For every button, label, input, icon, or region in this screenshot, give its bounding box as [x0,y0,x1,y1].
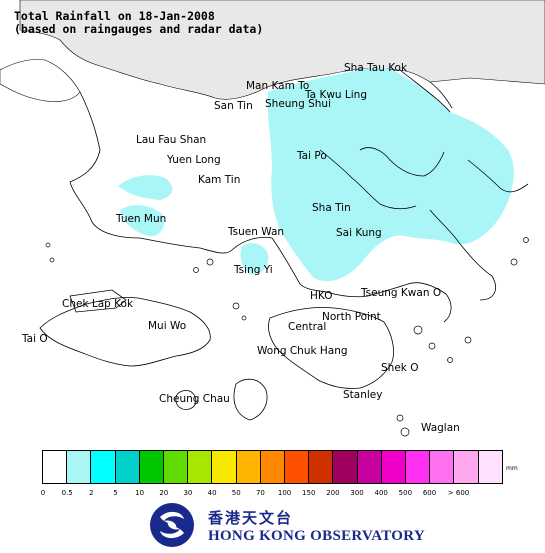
legend-color-bar [42,450,503,484]
legend-tick-label: 200 [326,489,340,497]
place-waglan: Waglan [421,422,460,434]
legend-tick-label: 500 [398,489,413,497]
legend-swatch [188,451,213,483]
place-mui-wo: Mui Wo [148,320,187,332]
lantau-island [39,297,211,367]
rain-area-west [118,175,173,200]
place-yuen-long: Yuen Long [167,154,221,166]
place-wong-chuk-hang: Wong Chuk Hang [257,345,348,357]
place-hko: HKO [310,290,333,302]
place-central: Central [288,321,327,333]
legend-swatch [260,451,286,483]
hko-branding: 香港天文台 HONG KONG OBSERVATORY [148,501,425,549]
legend-tick-label: 300 [350,489,364,497]
legend-tick-label: 0.5 [61,489,73,497]
place-sha-tau-kok: Sha Tau Kok [344,62,408,74]
legend-swatch [406,451,431,483]
coastlines [69,69,529,323]
legend-swatch [115,451,140,483]
legend-tick-label: 10 [135,489,145,497]
legend-swatch [212,451,237,483]
lamma-island [233,378,268,421]
place-ta-kwu-ling: Ta Kwu Ling [305,89,368,101]
map-title: Total Rainfall on 18-Jan-2008 [14,9,215,23]
place-tuen-mun: Tuen Mun [116,213,167,225]
legend-swatch [381,451,407,483]
rain-area-main [267,67,514,282]
brand-chinese-name: 香港天文台 [208,509,294,527]
place-north-point: North Point [322,311,381,323]
place-tai-po: Tai Po [297,150,327,162]
deep-bay-water [0,59,81,102]
rain-area-tsing-yi [240,243,269,275]
cheung-chau-island [175,390,197,410]
hong-kong-island [268,307,394,389]
legend-tick-label: 100 [277,489,292,497]
place-san-tin: San Tin [214,100,253,112]
legend-swatch [333,451,358,483]
place-stanley: Stanley [343,389,383,401]
place-tseung-kwan-o: Tseung Kwan O [361,287,442,299]
rainfall-map: Total Rainfall on 18-Jan-2008 (based on … [0,0,545,437]
rain-area-tuen-mun [120,205,165,237]
legend-swatch [91,451,116,483]
map-graphic [0,0,545,437]
brand-english-name: HONG KONG OBSERVATORY [208,528,425,544]
legend-swatch [67,451,92,483]
legend-unit: mm [506,465,518,472]
mainland-land [19,0,545,100]
place-sha-tin: Sha Tin [312,202,351,214]
rainfall-legend [42,450,503,484]
place-shek-o: Shek O [381,362,419,374]
legend-swatch [164,451,189,483]
legend-tick-label: > 600 [447,489,470,497]
place-tsing-yi: Tsing Yi [234,264,273,276]
place-tai-o: Tai O [22,333,48,345]
map-subtitle: (based on raingauges and radar data) [14,22,264,36]
legend-swatch [236,451,261,483]
legend-swatch [43,451,68,483]
place-kam-tin: Kam Tin [198,174,241,186]
place-sai-kung: Sai Kung [336,227,382,239]
place-man-kam-to: Man Kam To [246,80,310,92]
legend-tick-label: 2 [89,489,94,497]
legend-tick-label: 400 [374,489,388,497]
legend-swatch [454,451,479,483]
legend-swatch [478,451,502,483]
legend-swatch [285,451,310,483]
place-lau-fau-shan: Lau Fau Shan [136,134,207,146]
legend-tick-label: 50 [231,489,241,497]
place-sheung-shui: Sheung Shui [265,98,331,110]
legend-swatch [309,451,334,483]
legend-tick-label: 0 [40,489,46,497]
legend-tick-label: 20 [159,489,169,497]
legend-swatch [357,451,382,483]
hko-logo-icon [150,503,194,547]
place-chek-lap-kok: Chek Lap Kok [62,298,134,310]
airport-island [69,289,127,313]
legend-tick-label: 150 [302,489,316,497]
small-islets [45,237,529,437]
legend-tick-label: 5 [113,489,118,497]
legend-swatch [430,451,455,483]
place-tsuen-wan: Tsuen Wan [228,226,285,238]
legend-tick-label: 30 [183,489,193,497]
place-cheung-chau: Cheung Chau [159,393,230,405]
legend-swatch [139,451,165,483]
legend-tick-label: 70 [255,489,265,497]
legend-tick-label: 40 [207,489,217,497]
legend-tick-label: 600 [422,489,437,497]
